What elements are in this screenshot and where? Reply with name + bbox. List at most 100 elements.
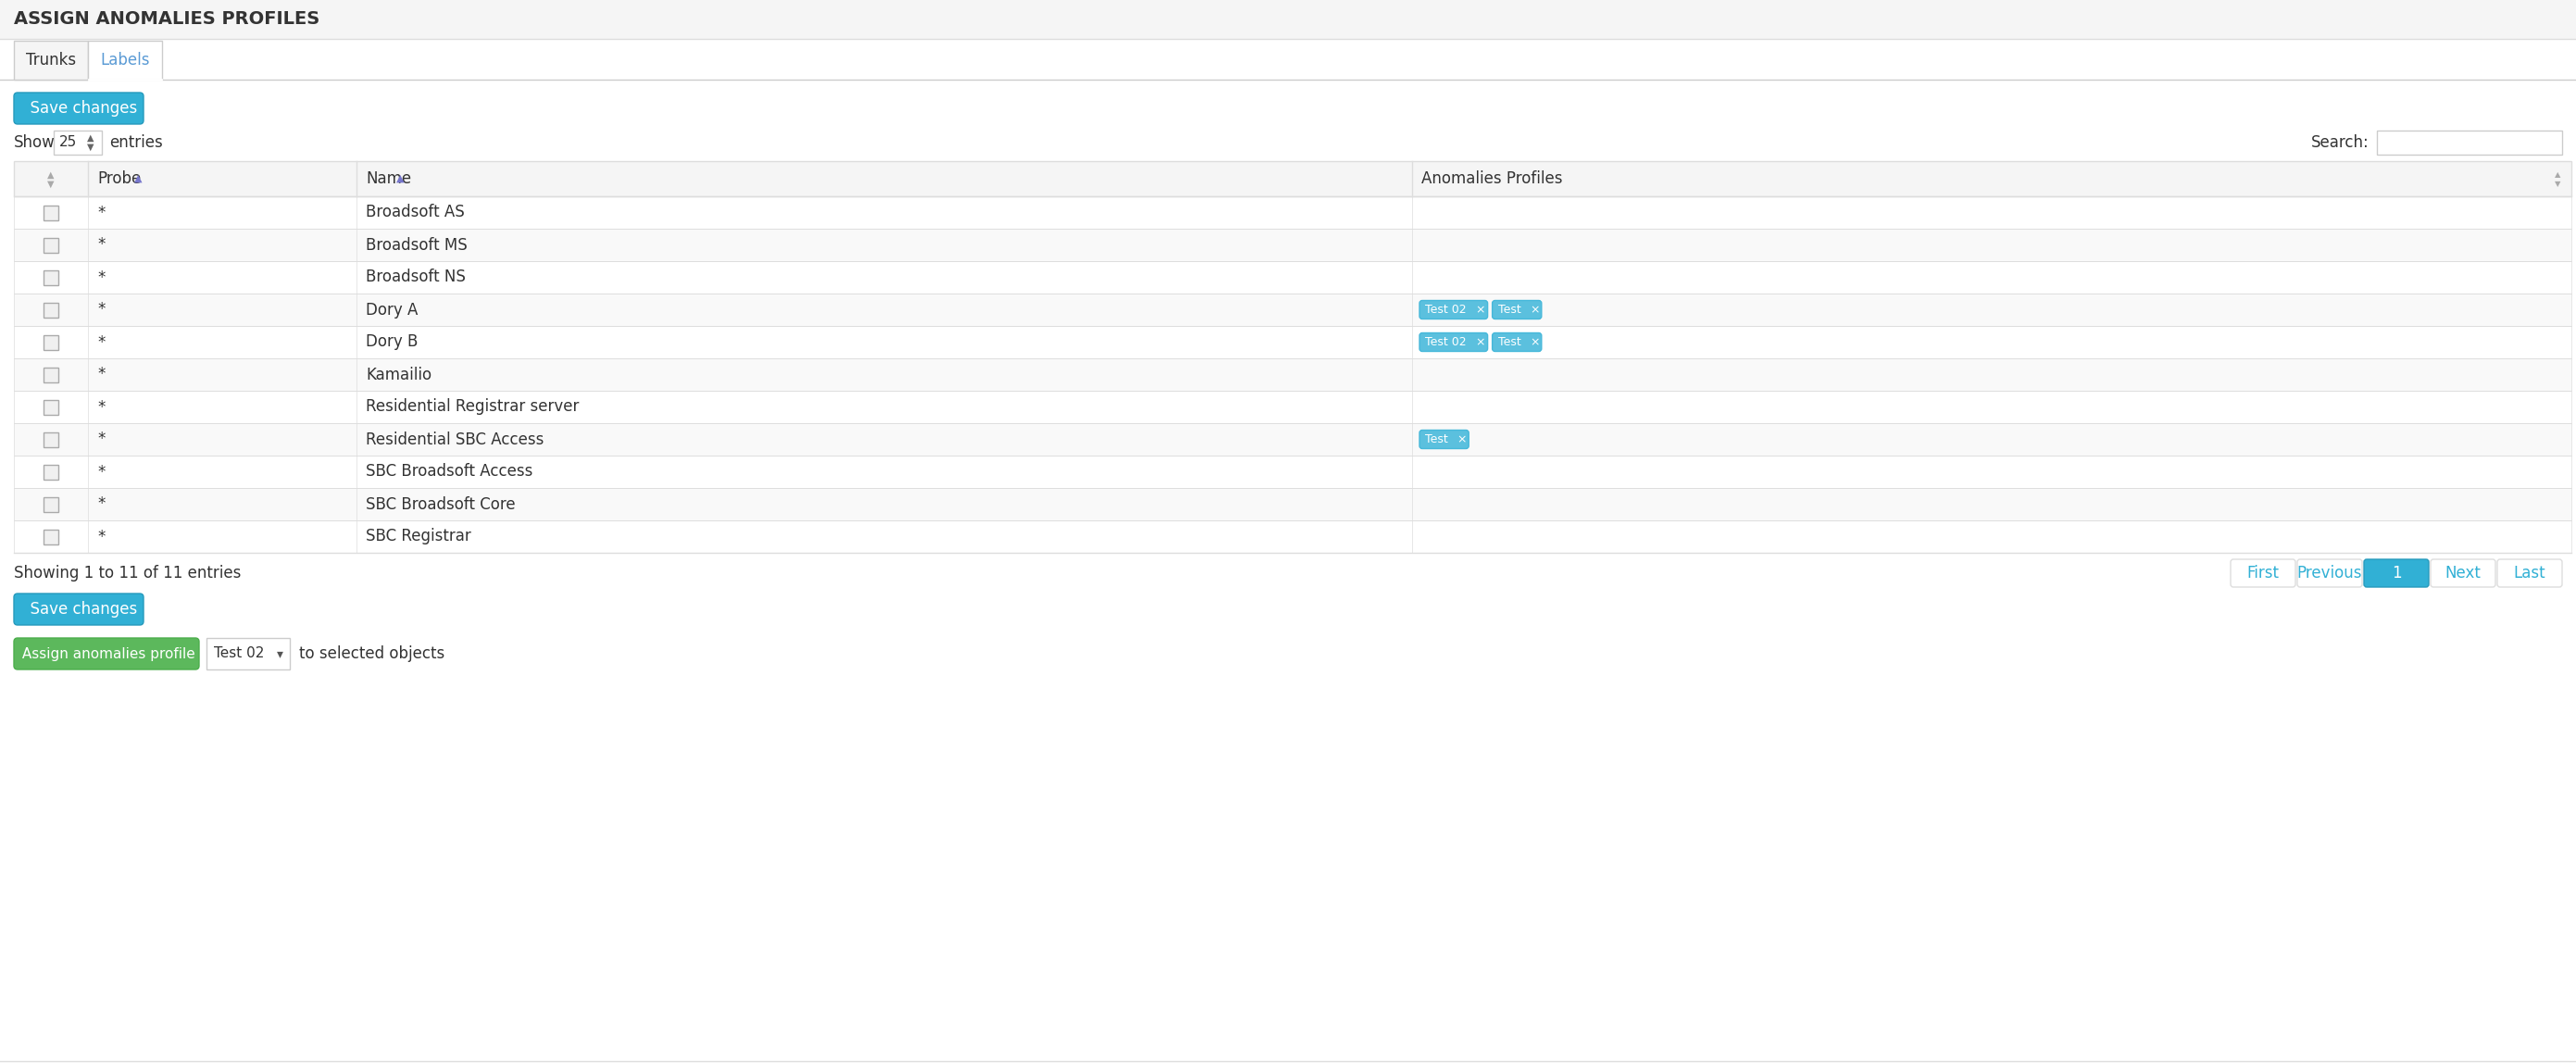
Bar — [44, 496, 59, 511]
Text: ASSIGN ANOMALIES PROFILES: ASSIGN ANOMALIES PROFILES — [13, 11, 319, 29]
Text: First: First — [2246, 564, 2280, 581]
Bar — [13, 162, 2571, 197]
Text: Probe: Probe — [98, 170, 142, 187]
Text: ×: × — [1455, 434, 1466, 445]
Text: *: * — [98, 431, 106, 448]
Text: Search:: Search: — [2311, 134, 2370, 151]
Bar — [44, 400, 59, 415]
Text: Previous: Previous — [2298, 564, 2362, 581]
Text: *: * — [98, 204, 106, 221]
Bar — [44, 205, 59, 220]
Bar — [44, 465, 59, 479]
FancyBboxPatch shape — [2231, 559, 2295, 587]
FancyBboxPatch shape — [2432, 559, 2496, 587]
Text: *: * — [98, 367, 106, 383]
Text: *: * — [98, 463, 106, 480]
Bar — [13, 40, 88, 80]
Bar — [44, 529, 59, 544]
Text: Trunks: Trunks — [26, 52, 75, 68]
Text: ▼: ▼ — [46, 180, 54, 189]
Bar — [44, 432, 59, 446]
Text: ▲: ▲ — [88, 133, 93, 142]
Text: Broadsoft NS: Broadsoft NS — [366, 269, 466, 286]
Bar — [13, 456, 2571, 488]
Text: Test: Test — [1497, 304, 1520, 316]
Bar — [54, 131, 103, 154]
Text: to selected objects: to selected objects — [299, 645, 446, 662]
Bar — [13, 261, 2571, 293]
Bar — [44, 270, 59, 285]
Bar — [44, 237, 59, 252]
Text: ×: × — [1530, 304, 1540, 316]
Bar — [44, 335, 59, 350]
Text: 25: 25 — [59, 136, 77, 150]
Text: Showing 1 to 11 of 11 entries: Showing 1 to 11 of 11 entries — [13, 564, 242, 581]
FancyBboxPatch shape — [1419, 431, 1468, 449]
Text: Broadsoft MS: Broadsoft MS — [366, 237, 466, 253]
FancyBboxPatch shape — [1419, 301, 1486, 319]
Text: *: * — [98, 528, 106, 545]
Bar — [13, 197, 2571, 229]
Text: ▲: ▲ — [2555, 171, 2561, 180]
Text: *: * — [98, 495, 106, 512]
Text: Save changes: Save changes — [21, 601, 137, 618]
Text: Name: Name — [366, 170, 412, 187]
Text: *: * — [98, 302, 106, 318]
Text: Kamailio: Kamailio — [366, 367, 433, 383]
Text: Next: Next — [2445, 564, 2481, 581]
Text: ▲: ▲ — [134, 174, 142, 183]
Text: Broadsoft AS: Broadsoft AS — [366, 204, 464, 221]
FancyBboxPatch shape — [1492, 333, 1540, 352]
Bar — [2378, 131, 2563, 154]
Text: Assign anomalies profile: Assign anomalies profile — [18, 646, 196, 661]
FancyBboxPatch shape — [13, 638, 198, 670]
Text: ▼: ▼ — [88, 142, 93, 152]
Text: ▼: ▼ — [2555, 180, 2561, 188]
FancyBboxPatch shape — [2365, 559, 2429, 587]
Text: ×: × — [1476, 336, 1486, 349]
Text: Residential Registrar server: Residential Registrar server — [366, 399, 580, 416]
Bar — [44, 367, 59, 382]
Bar — [13, 423, 2571, 456]
Text: *: * — [98, 399, 106, 416]
Text: SBC Registrar: SBC Registrar — [366, 528, 471, 545]
FancyBboxPatch shape — [13, 593, 144, 625]
Text: ▲: ▲ — [397, 174, 404, 183]
Text: 1: 1 — [2391, 564, 2401, 581]
Text: ▾: ▾ — [276, 647, 283, 660]
Bar — [88, 40, 162, 80]
Text: Residential SBC Access: Residential SBC Access — [366, 431, 544, 448]
Text: Show: Show — [13, 134, 54, 151]
Text: ▲: ▲ — [46, 170, 54, 180]
Bar — [13, 391, 2571, 423]
FancyBboxPatch shape — [2298, 559, 2362, 587]
Bar — [13, 326, 2571, 358]
FancyBboxPatch shape — [13, 92, 144, 124]
Text: Labels: Labels — [100, 52, 149, 68]
Bar — [13, 229, 2571, 261]
FancyBboxPatch shape — [1419, 333, 1486, 352]
Text: Test: Test — [1425, 434, 1448, 445]
Text: Anomalies Profiles: Anomalies Profiles — [1422, 170, 1564, 187]
Bar — [13, 488, 2571, 521]
Bar — [206, 638, 291, 670]
Text: *: * — [98, 237, 106, 253]
Text: *: * — [98, 269, 106, 286]
FancyBboxPatch shape — [1492, 301, 1540, 319]
Text: Test 02: Test 02 — [1425, 304, 1466, 316]
FancyBboxPatch shape — [2496, 559, 2563, 587]
Text: Last: Last — [2514, 564, 2545, 581]
Text: *: * — [98, 334, 106, 351]
Text: ×: × — [1476, 304, 1486, 316]
Bar — [44, 302, 59, 317]
Text: SBC Broadsoft Access: SBC Broadsoft Access — [366, 463, 533, 480]
Text: ×: × — [1530, 336, 1540, 349]
Text: Test: Test — [1497, 336, 1520, 349]
Bar — [13, 521, 2571, 553]
Text: Test 02: Test 02 — [1425, 336, 1466, 349]
Text: Test 02: Test 02 — [214, 646, 265, 661]
Bar — [0, 0, 2576, 39]
Bar — [13, 293, 2571, 326]
Text: Dory B: Dory B — [366, 334, 417, 351]
Text: Save changes: Save changes — [21, 100, 137, 117]
